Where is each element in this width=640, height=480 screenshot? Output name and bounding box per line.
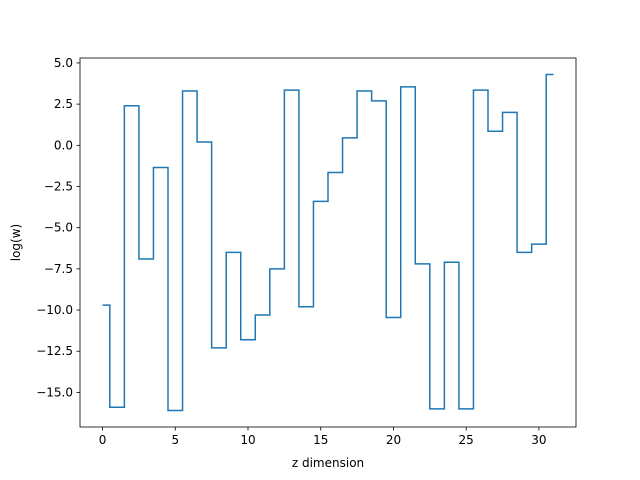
x-tick-label: 15 (313, 433, 328, 447)
x-axis-label: z dimension (292, 456, 364, 470)
y-tick-label: −5.0 (44, 221, 73, 235)
x-tick-label: 20 (386, 433, 401, 447)
y-tick-label: −2.5 (44, 179, 73, 193)
y-tick-label: 2.5 (54, 97, 73, 111)
y-tick-label: −12.5 (36, 344, 73, 358)
x-tick-label: 10 (240, 433, 255, 447)
y-tick-label: 5.0 (54, 56, 73, 70)
x-tick-label: 30 (531, 433, 546, 447)
plot-area (80, 58, 576, 427)
y-tick-label: 0.0 (54, 138, 73, 152)
x-tick-label: 5 (171, 433, 179, 447)
y-axis-label: log(w) (9, 224, 23, 261)
y-tick-label: −10.0 (36, 303, 73, 317)
x-tick-label: 0 (99, 433, 107, 447)
x-tick-label: 25 (459, 433, 474, 447)
y-axis-ticks: −15.0 −12.5 −10.0 −7.5 −5.0 −2.5 0.0 2.5 5.0 (36, 56, 80, 399)
plot-frame (79, 57, 577, 428)
x-axis-ticks: 0 5 10 15 20 25 30 (99, 427, 547, 447)
data-series-line (102, 73, 554, 412)
y-tick-label: −7.5 (44, 262, 73, 276)
y-tick-label: −15.0 (36, 385, 73, 399)
